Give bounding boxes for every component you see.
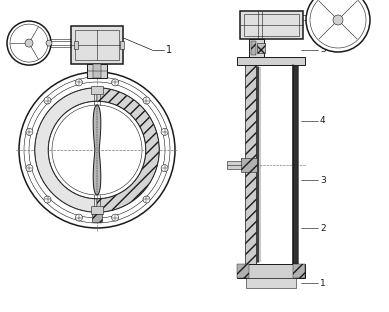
Bar: [238, 264, 305, 278]
Text: 2: 2: [320, 224, 326, 233]
Bar: [249, 39, 264, 57]
Bar: [92, 214, 102, 222]
Polygon shape: [97, 88, 159, 212]
Circle shape: [46, 40, 52, 46]
Text: 1: 1: [166, 45, 172, 55]
Circle shape: [44, 97, 51, 104]
Text: 1: 1: [320, 279, 326, 287]
Circle shape: [44, 196, 51, 203]
Bar: [71, 26, 123, 64]
Bar: [257, 43, 265, 53]
Bar: [293, 264, 305, 278]
Circle shape: [7, 21, 51, 65]
Bar: [227, 160, 245, 168]
Circle shape: [75, 214, 82, 221]
Circle shape: [26, 165, 33, 172]
Circle shape: [161, 128, 168, 135]
Polygon shape: [35, 88, 97, 212]
Bar: [75, 30, 119, 60]
Text: 4: 4: [320, 116, 326, 125]
Bar: [93, 64, 101, 78]
Bar: [238, 57, 305, 65]
Circle shape: [333, 15, 343, 25]
Bar: [74, 41, 78, 49]
Bar: [247, 278, 296, 288]
Bar: [293, 65, 298, 264]
Polygon shape: [93, 105, 101, 195]
Bar: [240, 11, 303, 39]
Bar: [238, 264, 249, 278]
Circle shape: [143, 196, 150, 203]
Circle shape: [25, 39, 33, 47]
Circle shape: [112, 79, 119, 86]
Bar: [91, 206, 103, 214]
Circle shape: [112, 214, 119, 221]
Bar: [91, 86, 103, 94]
Bar: [241, 158, 257, 172]
Text: 5: 5: [320, 45, 326, 54]
Bar: [251, 41, 256, 55]
Circle shape: [26, 128, 33, 135]
Circle shape: [143, 97, 150, 104]
Bar: [87, 64, 107, 78]
Polygon shape: [245, 65, 256, 264]
Text: 6: 6: [320, 11, 326, 20]
Bar: [120, 41, 124, 49]
Circle shape: [306, 0, 370, 52]
Circle shape: [75, 79, 82, 86]
Circle shape: [161, 165, 168, 172]
Bar: [244, 14, 299, 36]
Text: 3: 3: [320, 176, 326, 185]
